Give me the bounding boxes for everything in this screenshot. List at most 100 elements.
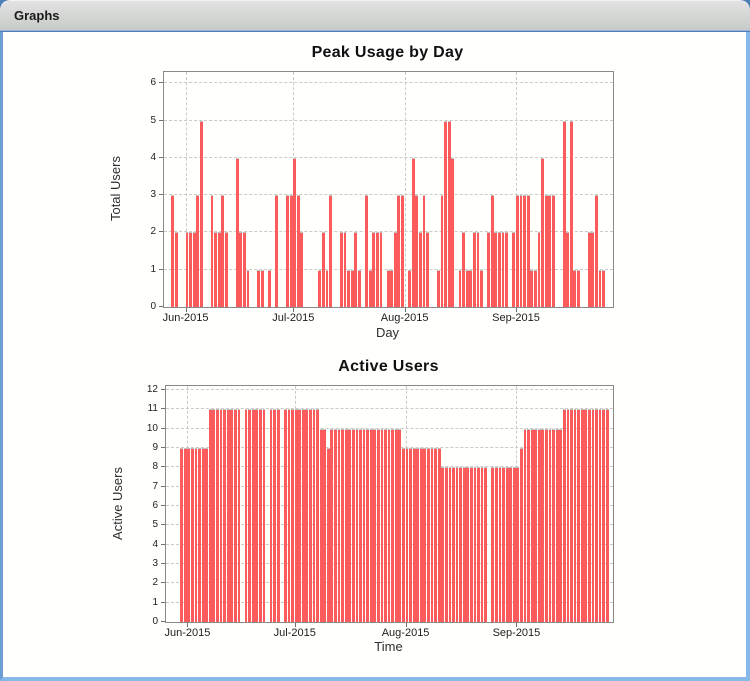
bar <box>480 467 484 622</box>
x-tick-mark <box>187 623 189 627</box>
y-tick-label: 5 <box>150 114 156 126</box>
bar <box>552 428 555 622</box>
bar <box>390 269 394 307</box>
x-tick-mark <box>405 623 407 627</box>
y-gridline <box>166 543 613 545</box>
y-tick-label: 0 <box>150 301 156 312</box>
x-axis-title: Time <box>374 639 403 654</box>
bar <box>316 409 319 622</box>
x-tick-label: Jun-2015 <box>164 627 211 639</box>
bar <box>244 409 248 622</box>
bar <box>369 428 373 622</box>
y-gridline <box>166 485 613 487</box>
bar <box>434 447 437 622</box>
window-titlebar[interactable]: Graphs <box>0 0 750 31</box>
bar <box>235 157 239 307</box>
bar <box>341 428 344 622</box>
bar <box>423 447 427 622</box>
y-tick-label: 6 <box>152 499 158 511</box>
bar <box>441 467 445 622</box>
x-tick-mark <box>294 623 296 627</box>
bar <box>580 409 584 622</box>
bar <box>394 428 398 622</box>
bar <box>440 195 444 307</box>
bar <box>269 409 273 622</box>
bar <box>248 409 252 622</box>
x-tick-label: Sep-2015 <box>492 627 541 639</box>
bar <box>355 428 359 622</box>
bar <box>416 447 420 622</box>
bar <box>401 195 404 307</box>
y-tick-label: 5 <box>152 519 158 531</box>
bar <box>530 428 534 622</box>
y-gridline <box>164 119 613 121</box>
bar <box>192 232 196 307</box>
y-gridline <box>166 601 613 603</box>
bar <box>191 447 194 622</box>
bar <box>357 269 361 307</box>
y-tick-mark <box>161 446 165 448</box>
x-tick-label: Jul-2015 <box>272 312 315 324</box>
bar <box>246 269 250 307</box>
bar <box>462 232 465 307</box>
bar <box>347 269 350 307</box>
y-gridline <box>166 388 613 390</box>
bar <box>393 232 397 307</box>
bar <box>566 409 570 622</box>
bar <box>373 428 377 622</box>
bar <box>326 447 330 622</box>
bar <box>494 232 498 307</box>
y-tick-label: 2 <box>152 577 158 589</box>
bar <box>296 195 300 307</box>
bar <box>402 447 405 622</box>
bar <box>368 269 372 307</box>
bar <box>484 467 488 622</box>
bar <box>534 428 538 622</box>
bar <box>300 232 304 307</box>
x-tick-label: Jun-2015 <box>162 312 209 324</box>
bar <box>305 409 309 622</box>
bar <box>477 467 480 622</box>
bar <box>598 409 602 622</box>
bar <box>502 467 505 622</box>
bar <box>289 195 293 307</box>
plot-area: 0 1 2 3 4 5 6 7 8 9 10 11 12 Jun-2015 Jul-2015 Aug-2015… <box>147 384 614 639</box>
bar <box>545 428 548 622</box>
bar <box>494 467 498 622</box>
bar <box>465 269 469 307</box>
y-tick-mark <box>161 504 165 506</box>
bar <box>480 269 483 307</box>
bar <box>329 195 333 307</box>
bar <box>408 269 412 307</box>
y-tick-mark <box>161 601 165 603</box>
bar <box>325 269 329 307</box>
x-tick-mark <box>293 308 295 312</box>
y-gridline <box>166 408 613 410</box>
bar <box>183 447 187 622</box>
bar <box>577 409 581 622</box>
x-gridline <box>516 72 518 307</box>
bar <box>351 428 355 622</box>
bar <box>212 409 216 622</box>
bar <box>559 428 563 622</box>
bar <box>562 409 566 622</box>
bar <box>426 232 429 307</box>
bar <box>505 232 509 307</box>
bar <box>541 428 545 622</box>
bar <box>294 409 298 622</box>
bar <box>569 120 573 307</box>
bar <box>251 409 255 622</box>
window-title: Graphs <box>14 7 60 23</box>
bar <box>409 447 412 622</box>
bar <box>602 269 606 307</box>
x-tick-mark <box>516 623 518 627</box>
bar <box>566 232 570 307</box>
bar <box>180 447 184 622</box>
bar <box>419 232 422 307</box>
y-tick-label: 3 <box>150 189 156 201</box>
y-axis-title: Active Users <box>109 385 125 621</box>
bar <box>257 269 261 307</box>
bar <box>462 467 466 622</box>
bar <box>512 467 516 622</box>
